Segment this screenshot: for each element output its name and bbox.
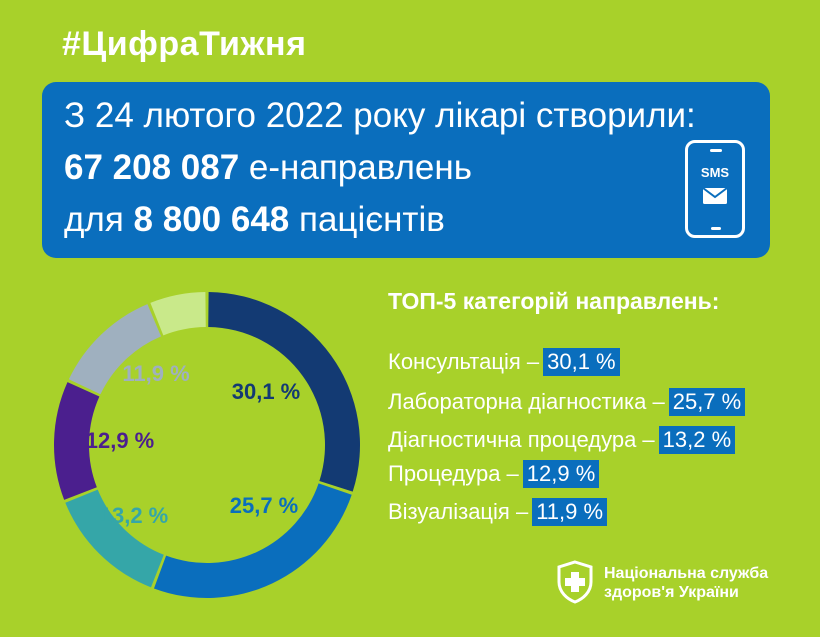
category-item-diagnostic-procedure: Діагностична процедура –13,2 % — [388, 426, 736, 454]
category-value: 11,9 % — [532, 498, 608, 526]
phone-home-button — [711, 227, 721, 230]
patients-prefix: для — [64, 200, 124, 239]
envelope-icon — [702, 187, 728, 204]
donut-data-label-1: 30,1 % — [232, 379, 301, 404]
category-item-consultation: Консультація –30,1 % — [388, 348, 620, 376]
summary-banner: З 24 лютого 2022 року лікарі створили: 6… — [42, 82, 770, 258]
category-value: 12,9 % — [522, 460, 600, 488]
category-label: Візуалізація – — [388, 499, 529, 524]
top5-title: ТОП-5 категорій направлень: — [388, 288, 720, 314]
hashtag-title: #ЦифраТижня — [62, 25, 307, 63]
category-label: Лабораторна діагностика – — [388, 389, 665, 414]
smartphone-sms-icon: SMS — [685, 140, 745, 238]
sms-label: SMS — [700, 165, 730, 180]
category-item-lab-diagnostics: Лабораторна діагностика –25,7 % — [388, 388, 746, 416]
donut-data-label-5: 11,9 % — [122, 361, 189, 386]
category-value: 13,2 % — [658, 426, 736, 454]
category-label: Консультація – — [388, 349, 540, 374]
donut-slice-3 — [65, 489, 164, 588]
referrals-suffix: е-направлень — [248, 148, 472, 187]
category-item-visualization: Візуалізація –11,9 % — [388, 498, 608, 526]
donut-slice-5 — [68, 304, 162, 395]
donut-slice-4 — [54, 382, 100, 500]
category-item-procedure: Процедура –12,9 % — [388, 460, 600, 488]
referrals-count: 67 208 087 — [64, 148, 240, 187]
banner-referrals-line: 67 208 087 е-направлень — [64, 148, 472, 188]
category-value: 25,7 % — [668, 388, 746, 416]
banner-intro: З 24 лютого 2022 року лікарі створили: — [64, 96, 696, 135]
organization-name: Національна служба здоров'я України — [604, 564, 768, 602]
donut-data-label-3: 13,2 % — [100, 503, 169, 528]
donut-data-label-2: 25,7 % — [230, 493, 299, 518]
category-label: Процедура – — [388, 461, 519, 486]
category-donut-chart: 30,1 % 25,7 % 13,2 % 12,9 % 11,9 % — [54, 292, 360, 598]
donut-slice-2 — [153, 483, 352, 598]
donut-slice-6 — [150, 292, 206, 336]
donut-data-label-4: 12,9 % — [86, 428, 155, 453]
org-name-line2: здоров'я України — [604, 584, 739, 601]
category-value: 30,1 % — [543, 348, 620, 376]
org-name-line1: Національна служба — [604, 565, 769, 582]
phone-speaker — [710, 149, 722, 152]
banner-patients-line: для 8 800 648 пацієнтів — [64, 200, 445, 240]
patients-suffix: пацієнтів — [299, 200, 445, 239]
category-label: Діагностична процедура – — [388, 427, 655, 452]
nszu-shield-cross-icon — [557, 560, 593, 604]
patients-count: 8 800 648 — [133, 200, 290, 239]
donut-slice-1 — [208, 292, 360, 492]
